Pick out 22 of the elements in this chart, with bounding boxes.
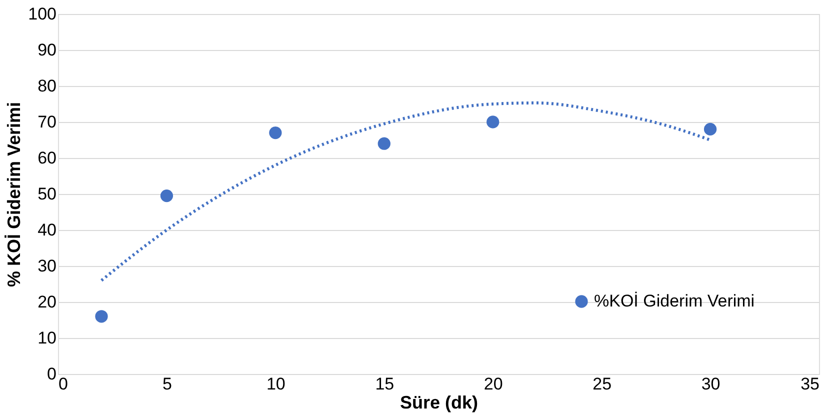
x-tick-label: 10 [266,374,286,394]
y-tick-label: 20 [38,292,56,312]
x-tick-label: 15 [375,374,394,394]
y-tick-label: 60 [38,148,56,168]
y-tick-label: 100 [28,4,56,24]
x-tick-label: 35 [800,374,820,394]
x-tick-label: 20 [484,374,503,394]
y-axis-title: % KOİ Giderim Verimi [4,102,24,288]
y-tick-label: 50 [38,184,56,204]
y-tick-label: 80 [38,76,56,96]
line-series [100,101,712,282]
x-tick-label: 25 [592,374,612,394]
x-tick-label: 30 [701,374,720,394]
y-tick-label: 90 [38,40,56,60]
x-tick-label: 5 [162,374,172,394]
y-tick-label: 40 [38,220,56,240]
x-tick-label: 0 [58,374,68,394]
y-tick-label: 30 [38,256,56,276]
legend-label: %KOİ Giderim Verimi [594,292,755,310]
x-axis-title: Süre (dk) [400,392,478,412]
y-tick-label: 10 [38,328,56,348]
y-tick-label: 70 [38,112,56,132]
